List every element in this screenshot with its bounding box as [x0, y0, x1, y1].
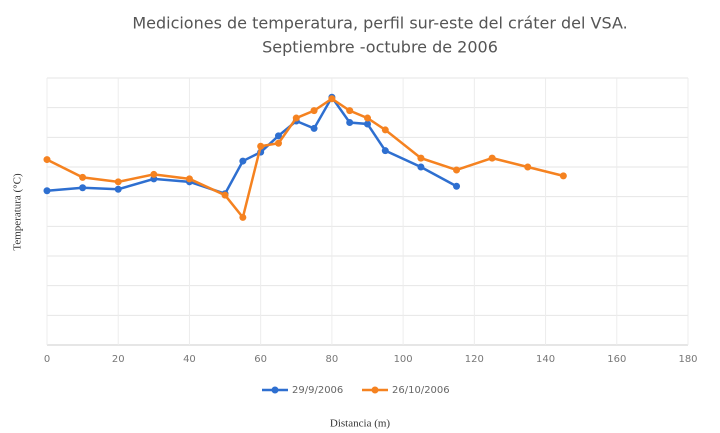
data-point [43, 187, 51, 195]
x-tick-label: 160 [607, 354, 626, 365]
data-point [346, 119, 354, 126]
x-tick-label: 80 [326, 354, 339, 365]
x-tick-label: 120 [465, 354, 484, 365]
data-point [364, 120, 371, 128]
data-point [524, 163, 532, 171]
data-point [381, 126, 389, 134]
data-point [274, 139, 282, 147]
data-point [559, 172, 567, 180]
data-point [417, 163, 425, 171]
data-point [79, 173, 87, 181]
data-point [43, 156, 51, 164]
data-point [364, 114, 371, 122]
legend-label: 29/9/2006 [292, 385, 343, 396]
x-tick-label: 0 [44, 354, 50, 365]
data-point [239, 213, 247, 221]
legend-label: 26/10/2006 [392, 385, 450, 396]
x-tick-label: 60 [254, 354, 267, 365]
data-point [114, 185, 122, 193]
legend-marker [371, 386, 379, 394]
x-tick-label: 40 [183, 354, 196, 365]
x-tick-label: 180 [678, 354, 697, 365]
data-point [488, 154, 496, 162]
legend-marker [271, 386, 279, 394]
data-point [221, 191, 229, 199]
x-tick-label: 140 [536, 354, 555, 365]
data-point [185, 175, 193, 183]
data-point [346, 107, 354, 115]
data-point [274, 132, 282, 140]
x-tick-label: 100 [394, 354, 413, 365]
chart-title: Mediciones de temperatura, perfil sur-es… [132, 14, 627, 33]
data-point [381, 147, 389, 155]
data-point [257, 142, 265, 150]
data-point [453, 166, 461, 174]
data-point [310, 124, 318, 132]
data-point [417, 154, 425, 162]
data-point [150, 170, 158, 178]
data-point [310, 107, 318, 115]
y-axis-label: Temperatura (°C) [12, 173, 24, 251]
data-point [239, 157, 247, 165]
series-line [46, 97, 564, 221]
data-point [328, 95, 336, 103]
x-tick-label: 20 [112, 354, 125, 365]
chart-subtitle: Septiembre -octubre de 2006 [262, 38, 498, 57]
data-point [79, 184, 87, 192]
data-point [292, 114, 300, 122]
data-point [453, 182, 461, 190]
data-point [114, 178, 122, 186]
x-axis-label: Distancia (m) [330, 418, 391, 430]
